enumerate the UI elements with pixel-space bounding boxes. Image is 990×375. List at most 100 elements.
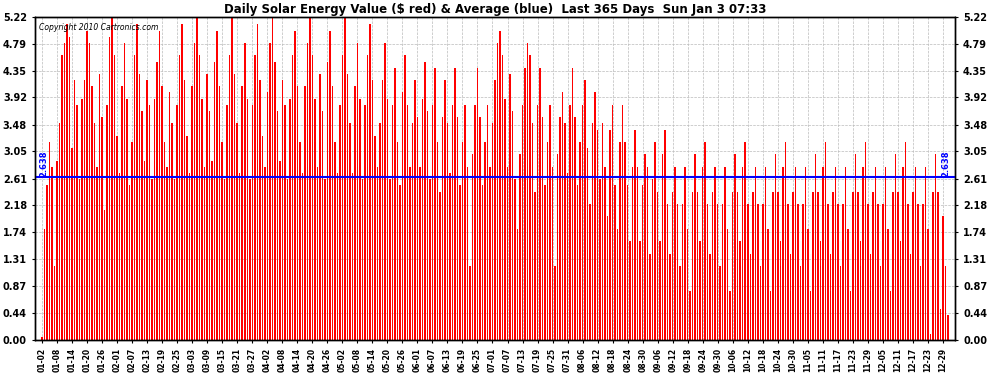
Bar (247, 99, 248, 340)
Bar (397, 142, 398, 340)
Bar (254, 56, 255, 340)
Bar (607, 216, 609, 340)
Bar (754, 167, 756, 340)
Bar (340, 105, 341, 340)
Bar (114, 56, 116, 340)
Bar (394, 68, 396, 340)
Bar (882, 204, 884, 340)
Bar (294, 31, 296, 340)
Bar (304, 86, 306, 340)
Bar (812, 192, 814, 340)
Bar (289, 99, 290, 340)
Bar (49, 142, 50, 340)
Bar (740, 241, 741, 340)
Bar (207, 74, 208, 340)
Bar (657, 192, 658, 340)
Bar (266, 93, 268, 340)
Bar (281, 80, 283, 340)
Bar (471, 154, 473, 340)
Bar (744, 142, 746, 340)
Bar (345, 18, 346, 340)
Bar (89, 43, 90, 340)
Bar (156, 62, 158, 340)
Bar (849, 291, 851, 340)
Bar (256, 24, 258, 340)
Bar (905, 142, 906, 340)
Bar (864, 142, 866, 340)
Bar (556, 154, 558, 340)
Bar (617, 229, 619, 340)
Bar (169, 93, 170, 340)
Bar (297, 86, 298, 340)
Bar (322, 111, 323, 340)
Bar (63, 43, 65, 340)
Bar (672, 192, 673, 340)
Bar (374, 136, 375, 340)
Bar (579, 142, 581, 340)
Bar (632, 167, 634, 340)
Bar (492, 123, 493, 340)
Bar (782, 167, 783, 340)
Bar (274, 62, 275, 340)
Bar (153, 99, 155, 340)
Bar (279, 160, 280, 340)
Bar (299, 142, 301, 340)
Bar (276, 111, 278, 340)
Bar (430, 179, 431, 340)
Bar (189, 173, 190, 340)
Bar (459, 185, 460, 340)
Bar (427, 111, 429, 340)
Bar (142, 111, 143, 340)
Bar (940, 309, 941, 340)
Bar (309, 18, 311, 340)
Bar (56, 160, 57, 340)
Bar (692, 192, 693, 340)
Bar (307, 43, 308, 340)
Bar (784, 142, 786, 340)
Bar (862, 167, 863, 340)
Bar (854, 154, 856, 340)
Bar (597, 130, 598, 340)
Bar (646, 167, 648, 340)
Bar (674, 167, 676, 340)
Bar (466, 167, 468, 340)
Bar (334, 142, 336, 340)
Bar (251, 105, 253, 340)
Bar (42, 337, 43, 340)
Bar (551, 167, 553, 340)
Bar (424, 62, 426, 340)
Bar (356, 43, 358, 340)
Bar (546, 142, 548, 340)
Bar (659, 241, 661, 340)
Bar (109, 37, 110, 340)
Bar (702, 167, 704, 340)
Bar (880, 266, 881, 340)
Bar (827, 204, 829, 340)
Bar (291, 56, 293, 340)
Bar (759, 266, 761, 340)
Bar (604, 167, 606, 340)
Bar (720, 266, 721, 340)
Bar (859, 241, 861, 340)
Bar (627, 185, 629, 340)
Bar (469, 266, 470, 340)
Bar (935, 154, 937, 340)
Bar (51, 167, 52, 340)
Bar (237, 123, 238, 340)
Bar (512, 111, 513, 340)
Bar (224, 179, 226, 340)
Bar (530, 56, 531, 340)
Bar (494, 80, 496, 340)
Bar (86, 31, 88, 340)
Bar (132, 142, 133, 340)
Bar (615, 185, 616, 340)
Bar (689, 291, 691, 340)
Bar (649, 254, 650, 340)
Bar (772, 192, 773, 340)
Bar (489, 167, 491, 340)
Bar (582, 105, 583, 340)
Bar (249, 179, 250, 340)
Bar (735, 154, 736, 340)
Bar (482, 185, 483, 340)
Bar (537, 105, 539, 340)
